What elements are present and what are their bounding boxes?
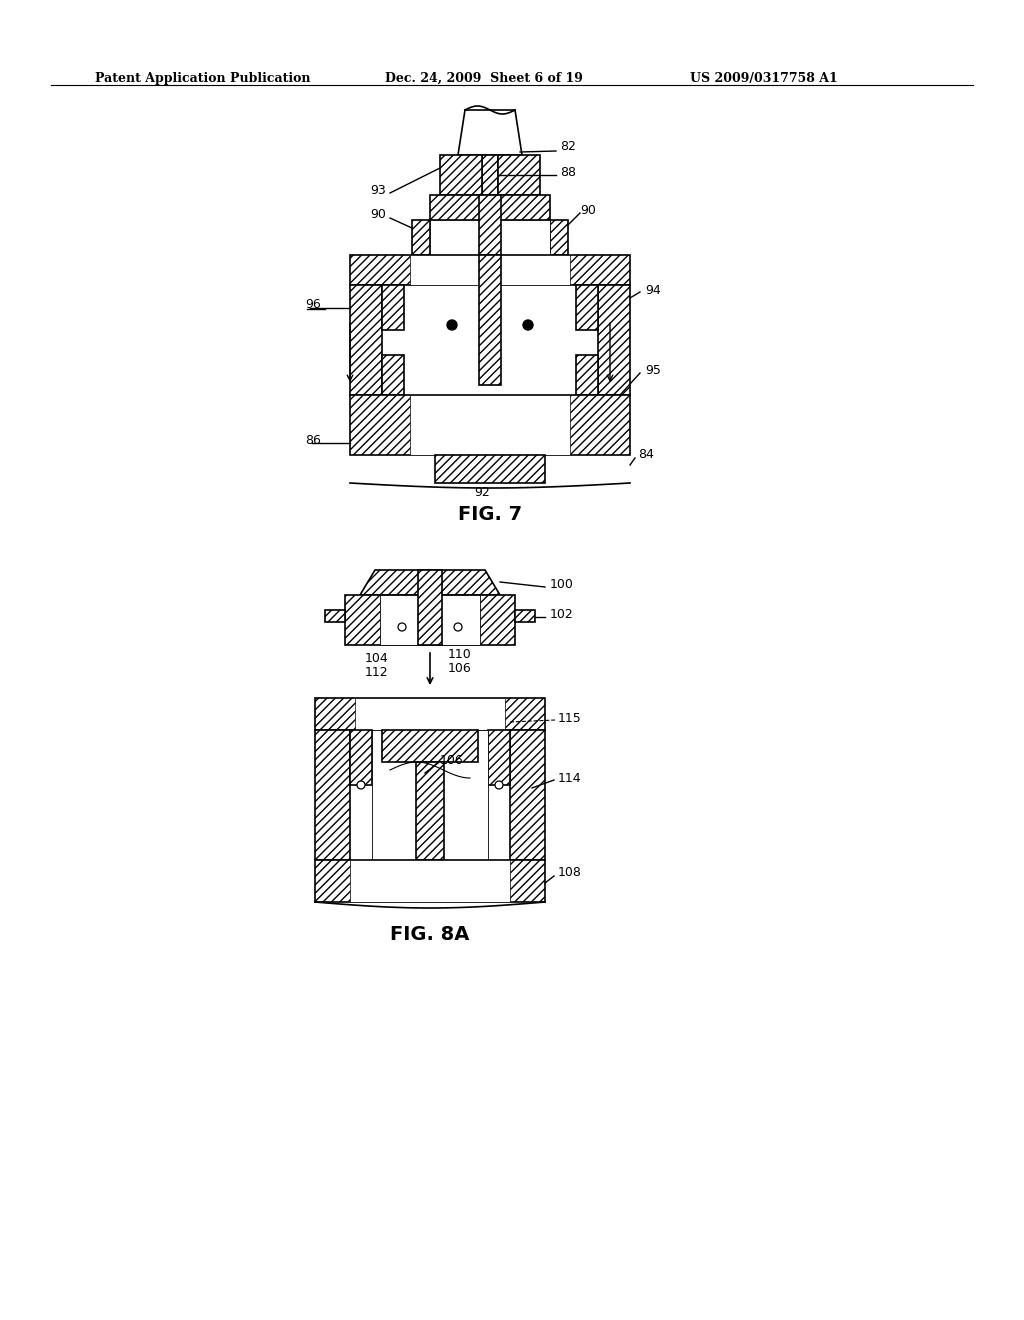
- Bar: [440, 154, 482, 195]
- Bar: [380, 595, 480, 645]
- Text: 108: 108: [558, 866, 582, 879]
- Text: Patent Application Publication: Patent Application Publication: [95, 73, 310, 84]
- Bar: [350, 730, 372, 785]
- Text: FIG. 7: FIG. 7: [458, 506, 522, 524]
- Bar: [325, 610, 345, 622]
- Bar: [575, 285, 598, 330]
- Text: 106: 106: [440, 754, 464, 767]
- Text: FIG. 8A: FIG. 8A: [390, 925, 470, 945]
- Text: 110: 110: [449, 648, 472, 661]
- Bar: [350, 861, 510, 902]
- Circle shape: [495, 781, 503, 789]
- Text: US 2009/0317758 A1: US 2009/0317758 A1: [690, 73, 838, 84]
- Text: 92: 92: [474, 487, 489, 499]
- Bar: [575, 355, 598, 395]
- Bar: [479, 255, 501, 385]
- Bar: [412, 220, 430, 255]
- Circle shape: [447, 319, 457, 330]
- Bar: [350, 395, 630, 455]
- Text: 106: 106: [449, 661, 472, 675]
- Text: 94: 94: [645, 284, 660, 297]
- Bar: [550, 220, 568, 255]
- Text: 96: 96: [305, 298, 321, 312]
- Text: 112: 112: [365, 665, 389, 678]
- Text: Dec. 24, 2009  Sheet 6 of 19: Dec. 24, 2009 Sheet 6 of 19: [385, 73, 583, 84]
- Bar: [479, 195, 501, 255]
- Bar: [430, 220, 550, 255]
- Text: 102: 102: [550, 609, 573, 622]
- Circle shape: [357, 781, 365, 789]
- Bar: [598, 285, 630, 395]
- Text: 114: 114: [558, 771, 582, 784]
- Text: 100: 100: [550, 578, 573, 591]
- Bar: [418, 570, 442, 645]
- Bar: [315, 698, 545, 730]
- Polygon shape: [458, 110, 522, 154]
- Bar: [515, 610, 535, 622]
- Bar: [315, 730, 350, 861]
- Bar: [372, 730, 488, 861]
- Circle shape: [454, 623, 462, 631]
- Bar: [355, 698, 505, 730]
- Text: 90: 90: [370, 209, 386, 222]
- Bar: [382, 285, 404, 330]
- Bar: [382, 355, 404, 395]
- Text: 84: 84: [638, 449, 654, 462]
- Bar: [410, 395, 570, 455]
- Bar: [416, 762, 444, 861]
- Circle shape: [523, 319, 534, 330]
- Bar: [382, 730, 478, 762]
- Text: 104: 104: [365, 652, 389, 664]
- Bar: [345, 595, 515, 645]
- Bar: [482, 154, 498, 195]
- Text: 90: 90: [580, 203, 596, 216]
- Text: 95: 95: [645, 363, 660, 376]
- Polygon shape: [360, 570, 500, 595]
- Bar: [410, 255, 570, 285]
- Circle shape: [398, 623, 406, 631]
- Bar: [498, 195, 550, 220]
- Bar: [350, 285, 382, 395]
- Text: 86: 86: [305, 433, 321, 446]
- Bar: [435, 455, 545, 483]
- Text: 88: 88: [560, 165, 575, 178]
- Bar: [510, 730, 545, 861]
- Bar: [315, 861, 545, 902]
- Text: 82: 82: [560, 140, 575, 153]
- Bar: [430, 195, 482, 220]
- Bar: [498, 154, 540, 195]
- Bar: [488, 730, 510, 785]
- Bar: [350, 255, 630, 285]
- Text: 115: 115: [558, 711, 582, 725]
- Text: 93: 93: [370, 183, 386, 197]
